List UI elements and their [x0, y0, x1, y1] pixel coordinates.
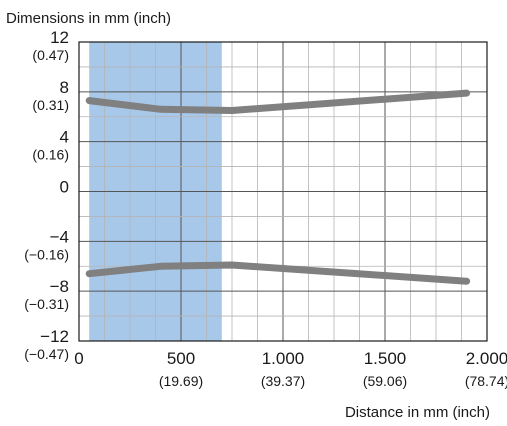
- x-tick-label: 2.000: [466, 349, 507, 368]
- x-tick-label: 1.500: [364, 349, 407, 368]
- y-tick-label: 4: [60, 128, 69, 147]
- x-tick-label: 1.000: [262, 349, 305, 368]
- series-line-1: [85, 89, 471, 114]
- x-tick-label: 0: [74, 349, 83, 368]
- x-tick-sublabel: (39.37): [261, 373, 305, 389]
- y-tick-sublabel: (0.31): [32, 97, 69, 113]
- x-tick-label: 500: [167, 349, 195, 368]
- plot-frame: [78, 41, 488, 342]
- y-tick-label: −12: [40, 327, 69, 346]
- x-tick-sublabel: (19.69): [159, 373, 203, 389]
- x-tick-sublabel: (78.74): [465, 373, 507, 389]
- y-axis-label: Dimensions in mm (inch): [6, 10, 171, 27]
- y-tick-label: 8: [60, 78, 69, 97]
- x-tick-sublabel: (59.06): [363, 373, 407, 389]
- y-tick-sublabel: (0.16): [32, 147, 69, 163]
- y-tick-label: 0: [60, 178, 69, 197]
- y-tick-label: −4: [50, 227, 69, 246]
- series-line-2: [85, 261, 471, 285]
- y-tick-sublabel: (−0.47): [24, 346, 69, 362]
- y-tick-label: 12: [50, 28, 69, 47]
- y-tick-sublabel: (0.47): [32, 47, 69, 63]
- y-tick-label: −8: [50, 277, 69, 296]
- x-axis-label: Distance in mm (inch): [345, 404, 490, 421]
- y-tick-sublabel: (−0.16): [24, 246, 69, 262]
- y-tick-sublabel: (−0.31): [24, 296, 69, 312]
